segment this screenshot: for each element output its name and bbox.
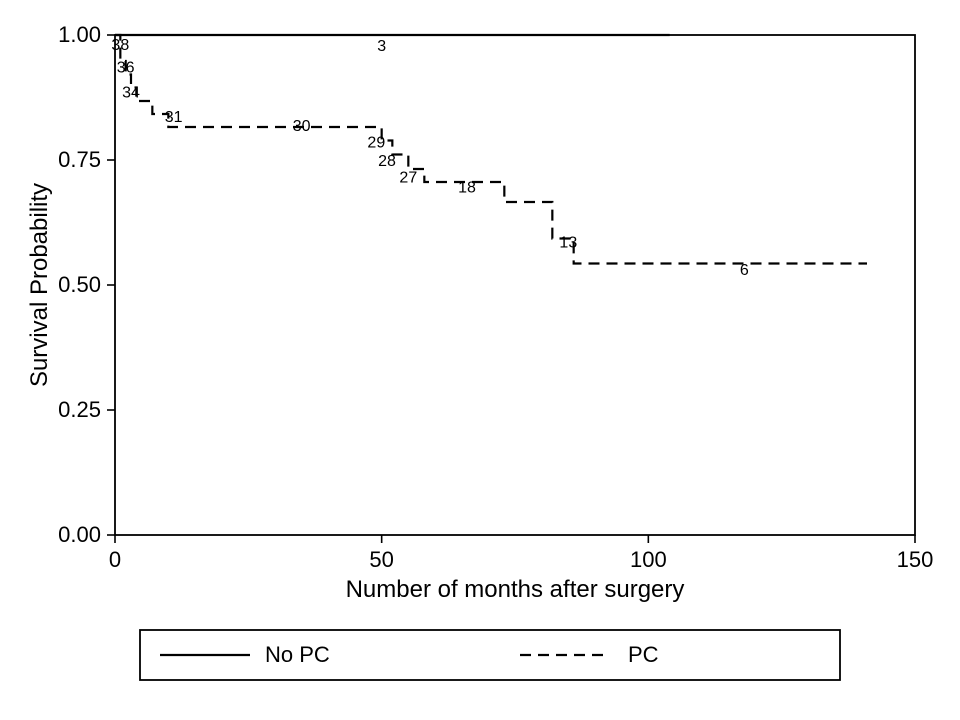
- y-tick-label: 0.25: [58, 397, 101, 422]
- y-tick-label: 0.75: [58, 147, 101, 172]
- risk-number: 36: [117, 60, 135, 77]
- risk-number: 28: [378, 153, 396, 170]
- risk-number: 6: [740, 262, 749, 279]
- plot-border: [115, 35, 915, 535]
- chart-svg: 0.00 0.25 0.50 0.75 1.00 0 50 100 150 Number of m…: [20, 10, 940, 710]
- risk-number: 18: [458, 180, 476, 197]
- legend-label: PC: [628, 642, 659, 667]
- legend-label: No PC: [265, 642, 330, 667]
- y-tick-label: 0.00: [58, 522, 101, 547]
- risk-number: 34: [122, 85, 140, 102]
- series-pc: [115, 35, 867, 264]
- risk-number: 31: [165, 109, 183, 126]
- y-tick-label: 0.50: [58, 272, 101, 297]
- x-tick-label: 50: [369, 547, 393, 572]
- x-axis-label: Number of months after surgery: [346, 576, 685, 603]
- risk-number: 3: [377, 38, 386, 55]
- risk-number: 29: [367, 135, 385, 152]
- y-tick-label: 1.00: [58, 22, 101, 47]
- km-chart: 0.00 0.25 0.50 0.75 1.00 0 50 100 150 Number of m…: [20, 10, 940, 710]
- risk-number: 30: [293, 118, 311, 135]
- x-tick-label: 100: [630, 547, 667, 572]
- x-tick-label: 150: [897, 547, 934, 572]
- x-tick-label: 0: [109, 547, 121, 572]
- y-axis-label: Survival Probability: [26, 183, 53, 387]
- risk-number: 27: [399, 170, 417, 187]
- risk-number: 38: [111, 37, 129, 54]
- risk-number: 13: [559, 235, 577, 252]
